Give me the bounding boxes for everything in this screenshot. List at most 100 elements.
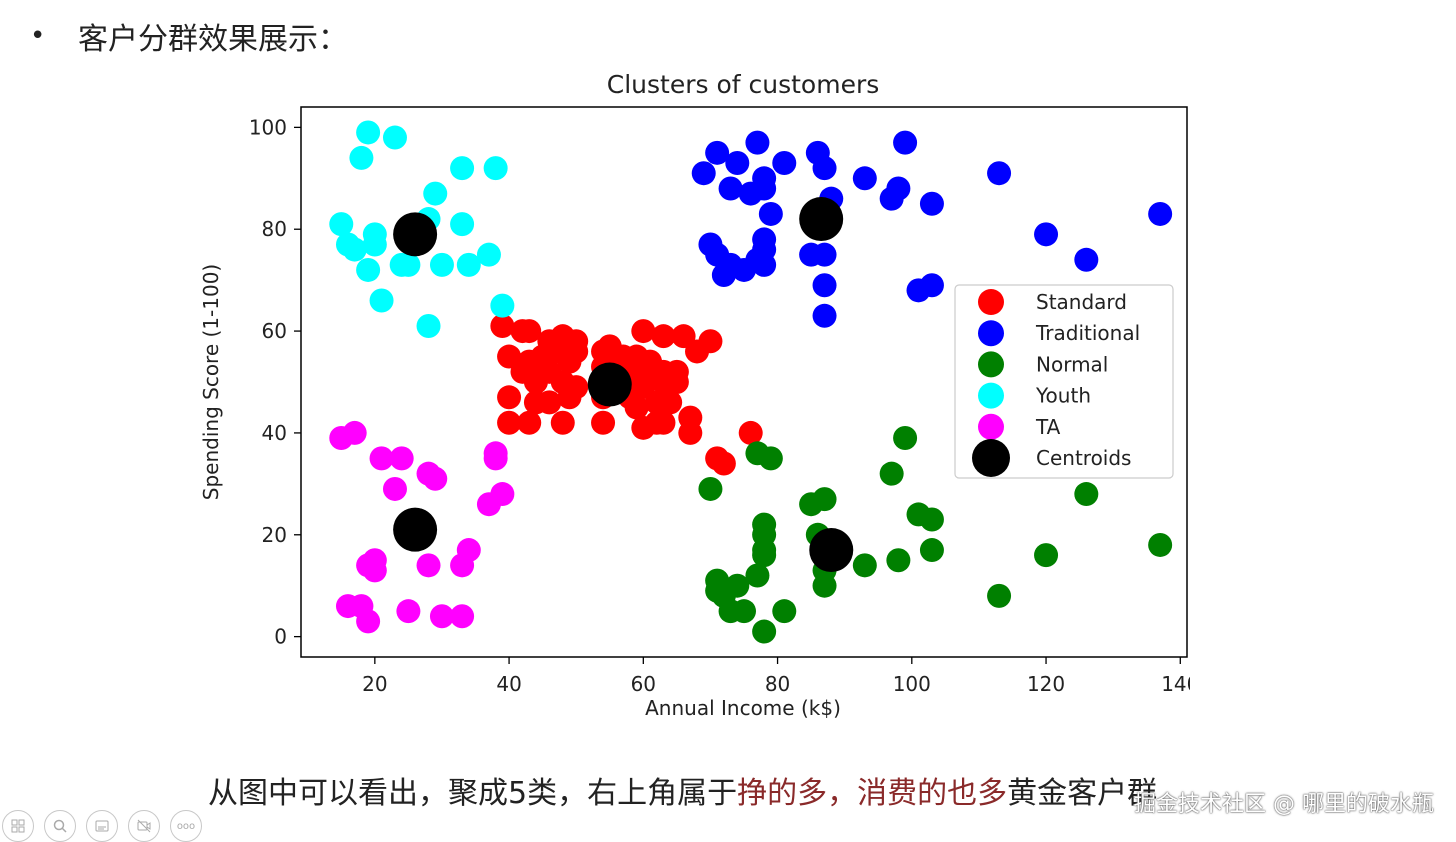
data-point-1-31 bbox=[919, 191, 944, 216]
data-point-1-21 bbox=[812, 156, 837, 181]
data-point-2-25 bbox=[893, 426, 918, 451]
legend-label-0: Standard bbox=[1036, 290, 1127, 314]
data-point-2-28 bbox=[919, 538, 944, 563]
data-point-4-18 bbox=[456, 538, 481, 563]
data-point-4-16 bbox=[450, 604, 475, 629]
data-point-4-11 bbox=[396, 599, 421, 624]
data-point-0-6 bbox=[517, 319, 542, 344]
data-point-0-2 bbox=[497, 385, 522, 410]
data-point-0-27 bbox=[591, 410, 616, 435]
chart-title: Clusters of customers bbox=[607, 70, 880, 99]
data-point-4-13 bbox=[416, 553, 441, 578]
data-point-1-18 bbox=[772, 151, 797, 176]
chart-svg: Clusters of customers 20 40 60 80 100 120 140 0… bbox=[199, 70, 1199, 720]
caption-part1: 从图中可以看出，聚成5类，右上角属于 bbox=[208, 776, 738, 811]
data-point-2-8 bbox=[745, 563, 770, 588]
data-point-1-35 bbox=[1074, 247, 1099, 272]
subtitles-icon[interactable] bbox=[86, 810, 118, 842]
data-point-0-55 bbox=[711, 451, 736, 476]
data-point-2-18 bbox=[812, 487, 837, 512]
y-tick-label-4: 80 bbox=[262, 217, 287, 241]
data-point-0-18 bbox=[550, 410, 575, 435]
data-point-0-8 bbox=[517, 410, 542, 435]
data-point-2-24 bbox=[886, 548, 911, 573]
data-point-3-4 bbox=[356, 120, 381, 145]
data-point-3-18 bbox=[456, 252, 481, 277]
y-tick-label-2: 40 bbox=[262, 421, 287, 445]
legend-label-2: Normal bbox=[1036, 352, 1108, 376]
data-point-3-19 bbox=[476, 242, 501, 267]
legend-label-4: TA bbox=[1035, 415, 1061, 439]
bullet-icon: • bbox=[30, 21, 46, 51]
data-point-4-22 bbox=[490, 482, 515, 507]
data-point-0-42 bbox=[651, 324, 676, 349]
data-point-3-20 bbox=[483, 156, 508, 181]
legend-label-1: Traditional bbox=[1035, 321, 1140, 345]
slide-toolbar: ooo bbox=[2, 810, 202, 842]
data-point-0-45 bbox=[651, 410, 676, 435]
data-point-4-2 bbox=[342, 420, 367, 445]
legend: Standard Traditional Normal Youth TA Centroid… bbox=[954, 284, 1174, 479]
data-point-2-12 bbox=[752, 543, 777, 568]
data-point-3-14 bbox=[423, 181, 448, 206]
x-tick-label-5: 120 bbox=[1027, 672, 1065, 696]
legend-label-3: Youth bbox=[1035, 384, 1091, 408]
data-point-0-14 bbox=[537, 390, 562, 415]
centroid-point-5-0 bbox=[393, 212, 438, 257]
data-point-4-7 bbox=[362, 558, 387, 583]
data-point-3-11 bbox=[396, 252, 421, 277]
data-point-1-22 bbox=[812, 242, 837, 267]
data-point-3-5 bbox=[356, 257, 381, 282]
data-point-2-31 bbox=[1074, 482, 1099, 507]
data-point-2-6 bbox=[732, 599, 756, 624]
layout-icon[interactable] bbox=[2, 810, 34, 842]
heading: • 客户分群效果展示： bbox=[30, 14, 348, 58]
data-point-4-21 bbox=[483, 441, 508, 466]
data-point-2-29 bbox=[987, 583, 1012, 608]
data-point-3-7 bbox=[362, 232, 387, 257]
data-point-1-24 bbox=[812, 273, 837, 298]
plot-frame bbox=[300, 106, 1188, 658]
legend-marker-0 bbox=[978, 289, 1004, 315]
y-tick-label-3: 60 bbox=[262, 319, 287, 343]
zoom-icon[interactable] bbox=[44, 810, 76, 842]
data-point-1-28 bbox=[886, 176, 911, 201]
y-tick-label-0: 0 bbox=[274, 625, 287, 649]
legend-marker-3 bbox=[978, 382, 1004, 409]
data-point-0-56 bbox=[738, 420, 763, 445]
data-point-3-16 bbox=[450, 156, 475, 181]
legend-box bbox=[954, 284, 1174, 479]
data-point-1-2 bbox=[705, 140, 730, 165]
x-axis-label: Annual Income (k$) bbox=[645, 696, 841, 720]
watermark: 掘金技术社区 @ 哪里的破水瓶 bbox=[1134, 792, 1434, 817]
data-point-2-0 bbox=[698, 476, 723, 501]
data-point-4-8 bbox=[369, 446, 394, 471]
data-point-3-0 bbox=[329, 212, 354, 237]
centroid-point-5-2 bbox=[799, 197, 844, 242]
data-point-3-8 bbox=[369, 288, 394, 313]
data-point-0-23 bbox=[564, 375, 589, 400]
more-icon[interactable]: ooo bbox=[170, 810, 202, 842]
data-point-4-15 bbox=[429, 604, 454, 629]
data-point-0-35 bbox=[631, 319, 656, 344]
data-point-0-34 bbox=[624, 395, 649, 420]
video-off-icon[interactable] bbox=[128, 810, 160, 842]
centroid-point-5-3 bbox=[809, 528, 854, 573]
data-point-1-17 bbox=[758, 201, 783, 226]
data-point-1-34 bbox=[1034, 222, 1059, 247]
data-point-0-3 bbox=[497, 410, 522, 435]
data-point-0-53 bbox=[698, 329, 723, 354]
x-tick-label-3: 80 bbox=[765, 672, 790, 696]
data-point-2-27 bbox=[919, 507, 944, 532]
data-point-4-14 bbox=[423, 466, 448, 491]
data-point-0-46 bbox=[658, 390, 683, 415]
data-point-3-15 bbox=[429, 252, 454, 277]
x-tick-label-1: 40 bbox=[496, 672, 521, 696]
data-point-2-20 bbox=[812, 573, 837, 598]
x-tick-label-2: 60 bbox=[631, 672, 656, 696]
data-point-0-0 bbox=[490, 313, 515, 338]
centroid-point-5-1 bbox=[587, 362, 632, 407]
data-point-1-16 bbox=[752, 252, 777, 277]
data-point-2-14 bbox=[758, 446, 783, 471]
y-tick-label-1: 20 bbox=[262, 523, 287, 547]
